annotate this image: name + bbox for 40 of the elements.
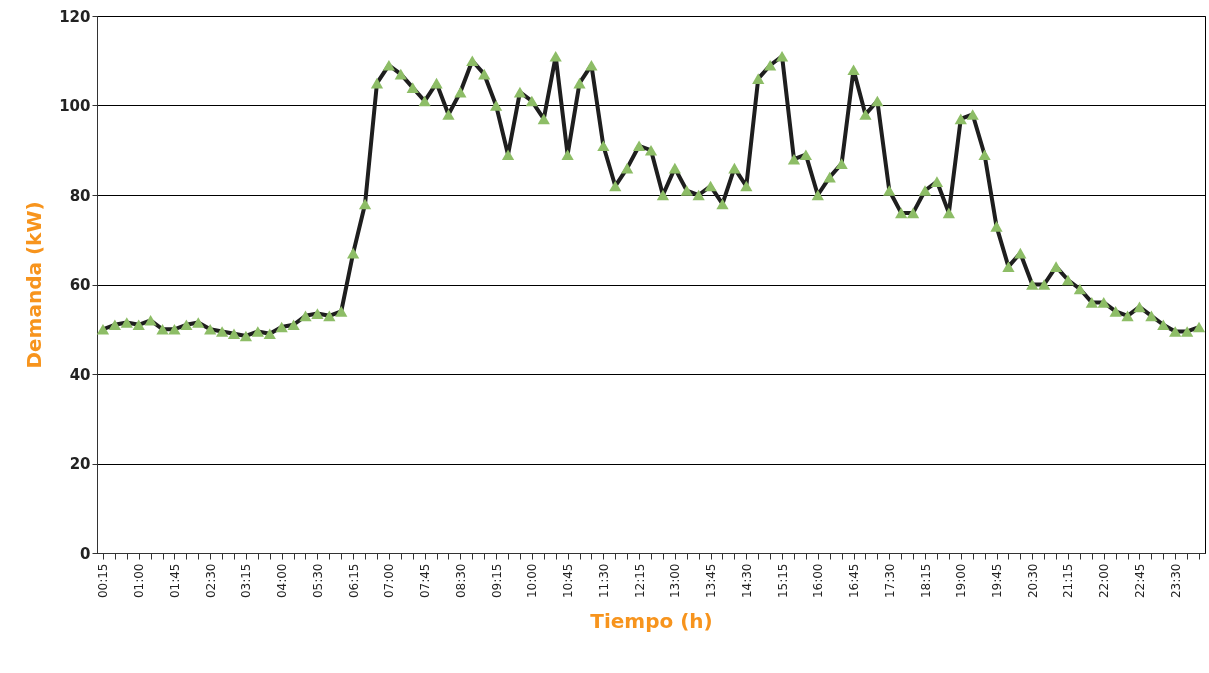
x-tick-label: 01:00	[132, 563, 147, 599]
y-tick-label: 80	[69, 186, 91, 205]
x-tick-label: 22:00	[1097, 563, 1112, 599]
x-tick-label: 18:15	[918, 563, 933, 599]
y-tick-label: 20	[69, 455, 91, 473]
x-tick-label: 14:30	[739, 563, 754, 599]
y-tick-label: 100	[59, 97, 91, 115]
x-tick-label: 16:00	[811, 563, 826, 599]
x-tick-label: 17:30	[882, 563, 897, 599]
y-tick-label: 40	[69, 365, 91, 384]
x-tick-label: 05:30	[310, 563, 325, 599]
x-tick-label: 21:15	[1061, 563, 1076, 599]
x-tick-label: 19:00	[954, 563, 969, 599]
x-tick-label: 11:30	[596, 563, 611, 599]
x-tick-label: 12:15	[632, 563, 647, 599]
y-axis-title: Demanda (kW)	[22, 201, 47, 369]
x-tick-label: 01:45	[167, 563, 182, 599]
x-tick-label: 00:15	[96, 563, 111, 599]
x-tick-label: 13:45	[704, 563, 719, 599]
x-tick-label: 23:30	[1168, 563, 1183, 599]
y-tick-label: 0	[80, 544, 91, 563]
x-tick-label: 19:45	[990, 563, 1005, 599]
x-tick-label: 08:30	[453, 563, 468, 599]
x-tick-label: 10:00	[525, 563, 540, 599]
x-tick-label: 22:45	[1132, 563, 1147, 599]
y-tick-label: 60	[69, 276, 91, 294]
x-tick-label: 02:30	[203, 563, 218, 599]
y-tick-label: 120	[59, 7, 91, 26]
x-tick-label: 06:15	[346, 563, 361, 599]
x-tick-label: 07:00	[382, 563, 397, 599]
x-tick-label: 10:45	[561, 563, 576, 599]
x-tick-label: 20:30	[1025, 563, 1040, 599]
x-tick-label: 03:15	[239, 563, 254, 599]
x-tick-label: 07:45	[418, 563, 433, 599]
x-axis-title: Tiempo (h)	[590, 609, 713, 634]
x-tick-label: 15:15	[775, 563, 790, 599]
x-tick-label: 13:00	[668, 563, 683, 599]
x-tick-label: 09:15	[489, 563, 504, 599]
x-tick-label: 04:00	[275, 563, 290, 599]
x-tick-label: 16:45	[847, 563, 862, 599]
